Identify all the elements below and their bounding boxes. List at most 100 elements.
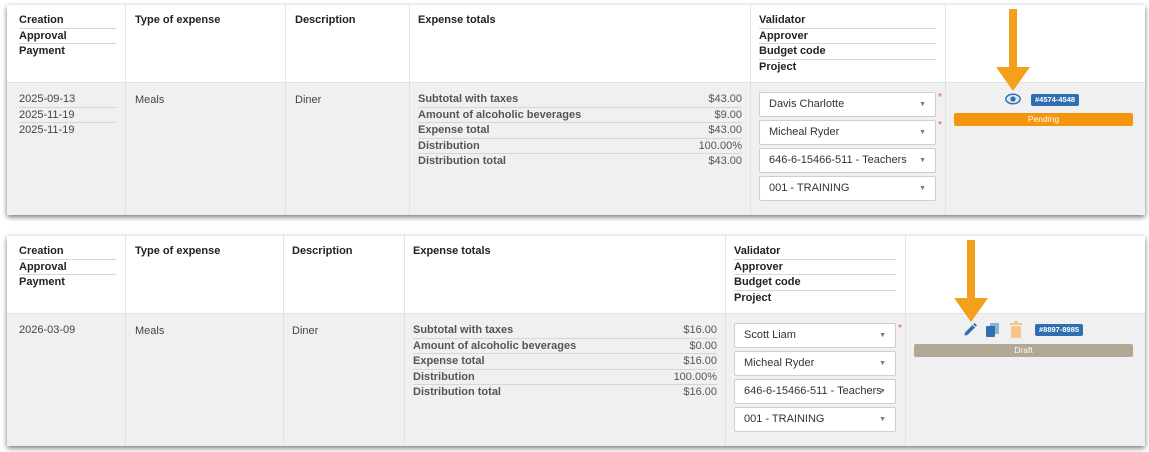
totals-value: $43.00 xyxy=(708,124,742,136)
header-row: Creation Approval Payment Type of expens… xyxy=(7,236,1145,313)
totals-value: $16.00 xyxy=(683,355,717,367)
validator-value: Davis Charlotte xyxy=(769,98,845,110)
budget-code-value: 646-6-15466-511 - Teachers xyxy=(769,154,907,166)
expense-totals-header: Expense totals xyxy=(418,14,496,26)
header-row: Creation Approval Payment Type of expens… xyxy=(7,5,1145,82)
annotation-arrow-icon xyxy=(954,240,988,322)
approver-select[interactable]: Micheal Ryder ▼ xyxy=(759,120,936,145)
column-divider xyxy=(409,5,410,215)
validator-select[interactable]: Scott Liam ▼ xyxy=(734,323,896,348)
validator-header-label: Validator xyxy=(734,244,896,260)
totals-label: Distribution xyxy=(413,370,475,383)
project-header-label: Project xyxy=(759,60,797,73)
expense-card-1: Creation Approval Payment Type of expens… xyxy=(7,5,1145,215)
column-divider xyxy=(905,236,906,446)
totals-value: $0.00 xyxy=(689,339,717,352)
project-select[interactable]: 001 - TRAINING ▼ xyxy=(734,407,896,432)
totals-value: 100.00% xyxy=(698,139,742,152)
totals-label: Expense total xyxy=(413,355,485,367)
dropdown-caret-icon: ▼ xyxy=(919,157,926,164)
totals-row: Amount of alcoholic beverages $9.00 xyxy=(418,108,742,123)
totals-label: Amount of alcoholic beverages xyxy=(413,339,577,352)
trash-icon[interactable] xyxy=(1009,321,1023,338)
dates-cell: 2026-03-09 xyxy=(19,323,116,339)
expense-description: Diner xyxy=(295,94,322,106)
expense-type: Meals xyxy=(135,94,165,106)
project-header-label: Project xyxy=(734,291,772,304)
totals-row: Distribution total $16.00 xyxy=(413,385,717,401)
totals-row: Subtotal with taxes $16.00 xyxy=(413,323,717,339)
approval-header: Approval xyxy=(19,260,116,275)
totals-row: Expense total $16.00 xyxy=(413,354,717,370)
description-header: Description xyxy=(295,14,356,26)
totals-row: Distribution 100.00% xyxy=(413,370,717,385)
dropdown-caret-icon: ▼ xyxy=(879,332,886,339)
column-divider xyxy=(125,236,126,446)
expense-description: Diner xyxy=(292,325,319,337)
approver-select[interactable]: Micheal Ryder ▼ xyxy=(734,351,896,376)
payment-date: 2025-11-19 xyxy=(19,124,75,136)
totals-value: $9.00 xyxy=(714,108,742,121)
dropdown-caret-icon: ▼ xyxy=(879,360,886,367)
project-select[interactable]: 001 - TRAINING ▼ xyxy=(759,176,936,201)
column-divider xyxy=(283,236,284,446)
dates-header: Creation Approval Payment xyxy=(19,13,116,60)
totals-label: Subtotal with taxes xyxy=(418,93,519,105)
body-row: 2026-03-09 Meals Diner Subtotal with tax… xyxy=(7,313,1145,446)
totals-label: Distribution total xyxy=(418,155,506,167)
validator-select[interactable]: Davis Charlotte ▼ xyxy=(759,92,936,117)
validator-value: Scott Liam xyxy=(744,329,796,341)
totals-label: Distribution total xyxy=(413,386,501,398)
totals-row: Distribution 100.00% xyxy=(418,139,742,154)
project-value: 001 - TRAINING xyxy=(769,182,850,194)
payment-header: Payment xyxy=(19,45,65,57)
budget-code-value: 646-6-15466-511 - Teachers xyxy=(744,385,882,397)
type-of-expense-header: Type of expense xyxy=(135,245,221,257)
budget-code-header-label: Budget code xyxy=(759,44,936,60)
approver-header-label: Approver xyxy=(759,29,936,44)
edit-pencil-icon[interactable] xyxy=(962,322,978,338)
validator-header: Validator Approver Budget code Project xyxy=(759,13,936,75)
eye-icon[interactable] xyxy=(1005,92,1021,106)
copy-icon[interactable] xyxy=(985,322,1000,338)
payment-header: Payment xyxy=(19,276,65,288)
dropdown-caret-icon: ▼ xyxy=(879,416,886,423)
expense-totals: Subtotal with taxes $16.00 Amount of alco… xyxy=(413,323,717,401)
approval-header: Approval xyxy=(19,29,116,44)
budget-code-select[interactable]: 646-6-15466-511 - Teachers ▼ xyxy=(734,379,896,404)
annotation-arrow-icon xyxy=(996,9,1030,91)
dropdown-caret-icon: ▼ xyxy=(879,388,886,395)
budget-code-header-label: Budget code xyxy=(734,275,896,291)
dropdown-caret-icon: ▼ xyxy=(919,129,926,136)
dropdown-caret-icon: ▼ xyxy=(919,101,926,108)
validator-header-label: Validator xyxy=(759,13,936,29)
expense-id-badge: #4574-4548 xyxy=(1031,94,1080,106)
validator-header: Validator Approver Budget code Project xyxy=(734,244,896,306)
body-row: 2025-09-13 2025-11-19 2025-11-19 Meals D… xyxy=(7,82,1145,215)
type-of-expense-header: Type of expense xyxy=(135,14,221,26)
creation-date: 2025-09-13 xyxy=(19,92,116,108)
required-marker: * xyxy=(938,92,942,103)
totals-row: Distribution total $43.00 xyxy=(418,154,742,170)
dropdown-caret-icon: ▼ xyxy=(919,185,926,192)
totals-label: Subtotal with taxes xyxy=(413,324,514,336)
column-divider xyxy=(125,5,126,215)
dates-cell: 2025-09-13 2025-11-19 2025-11-19 xyxy=(19,92,116,139)
expense-type: Meals xyxy=(135,325,165,337)
totals-row: Expense total $43.00 xyxy=(418,123,742,139)
project-value: 001 - TRAINING xyxy=(744,413,825,425)
expense-totals: Subtotal with taxes $43.00 Amount of alco… xyxy=(418,92,742,170)
totals-row: Subtotal with taxes $43.00 xyxy=(418,92,742,108)
budget-code-select[interactable]: 646-6-15466-511 - Teachers ▼ xyxy=(759,148,936,173)
column-divider xyxy=(945,5,946,215)
expense-totals-header: Expense totals xyxy=(413,245,491,257)
totals-value: $16.00 xyxy=(683,324,717,336)
dates-header: Creation Approval Payment xyxy=(19,244,116,291)
totals-value: $43.00 xyxy=(708,155,742,167)
approver-value: Micheal Ryder xyxy=(769,126,840,138)
creation-header: Creation xyxy=(19,244,116,260)
required-marker: * xyxy=(938,120,942,131)
approval-date: 2025-11-19 xyxy=(19,108,116,123)
approver-value: Micheal Ryder xyxy=(744,357,815,369)
totals-row: Amount of alcoholic beverages $0.00 xyxy=(413,339,717,354)
